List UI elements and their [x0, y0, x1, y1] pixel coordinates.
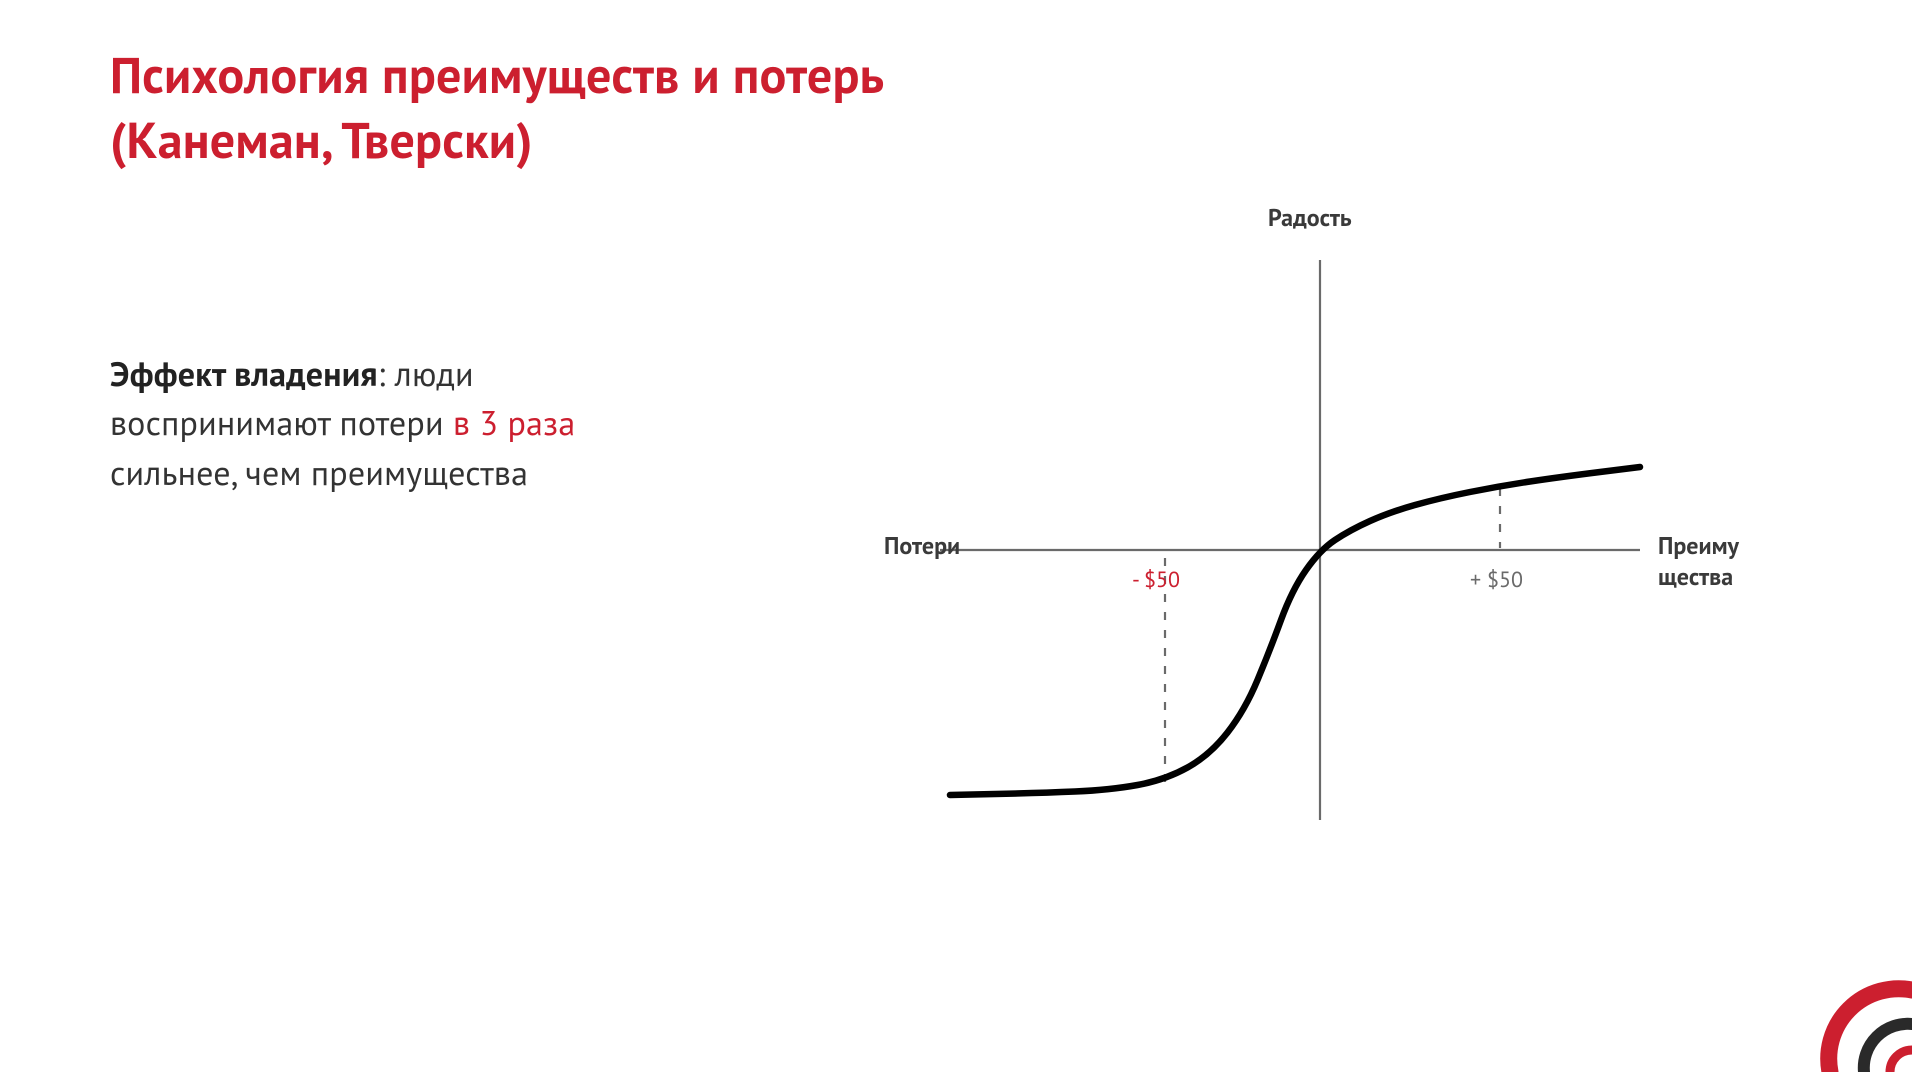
title-line-2: (Канеман, Тверски)	[110, 107, 1810, 172]
x-right-line2: щества	[1658, 561, 1739, 592]
value-label-positive: + $50	[1470, 566, 1523, 594]
x-axis-label-right: Преиму щества	[1658, 530, 1739, 592]
body-paragraph: Эффект владения: люди воспринимают потер…	[110, 350, 670, 498]
title-line-1: Психология преимуществ и потерь	[110, 42, 1810, 107]
slide-title: Психология преимуществ и потерь (Канеман…	[110, 42, 1810, 172]
body-seg2: сильнее, чем преимущества	[110, 451, 528, 495]
x-axis-label-left: Потери	[884, 530, 960, 561]
body-bold: Эффект владения	[110, 352, 378, 396]
brand-logo-icon	[1792, 952, 1912, 1072]
body-accent: в 3 раза	[453, 401, 575, 445]
value-label-negative: - $50	[1132, 566, 1180, 594]
y-axis-label-top: Радость	[1268, 202, 1352, 233]
prospect-theory-chart: Радость Потери Преиму щества - $50 + $50	[920, 230, 1720, 850]
chart-svg	[920, 230, 1720, 850]
x-right-line1: Преиму	[1658, 530, 1739, 561]
